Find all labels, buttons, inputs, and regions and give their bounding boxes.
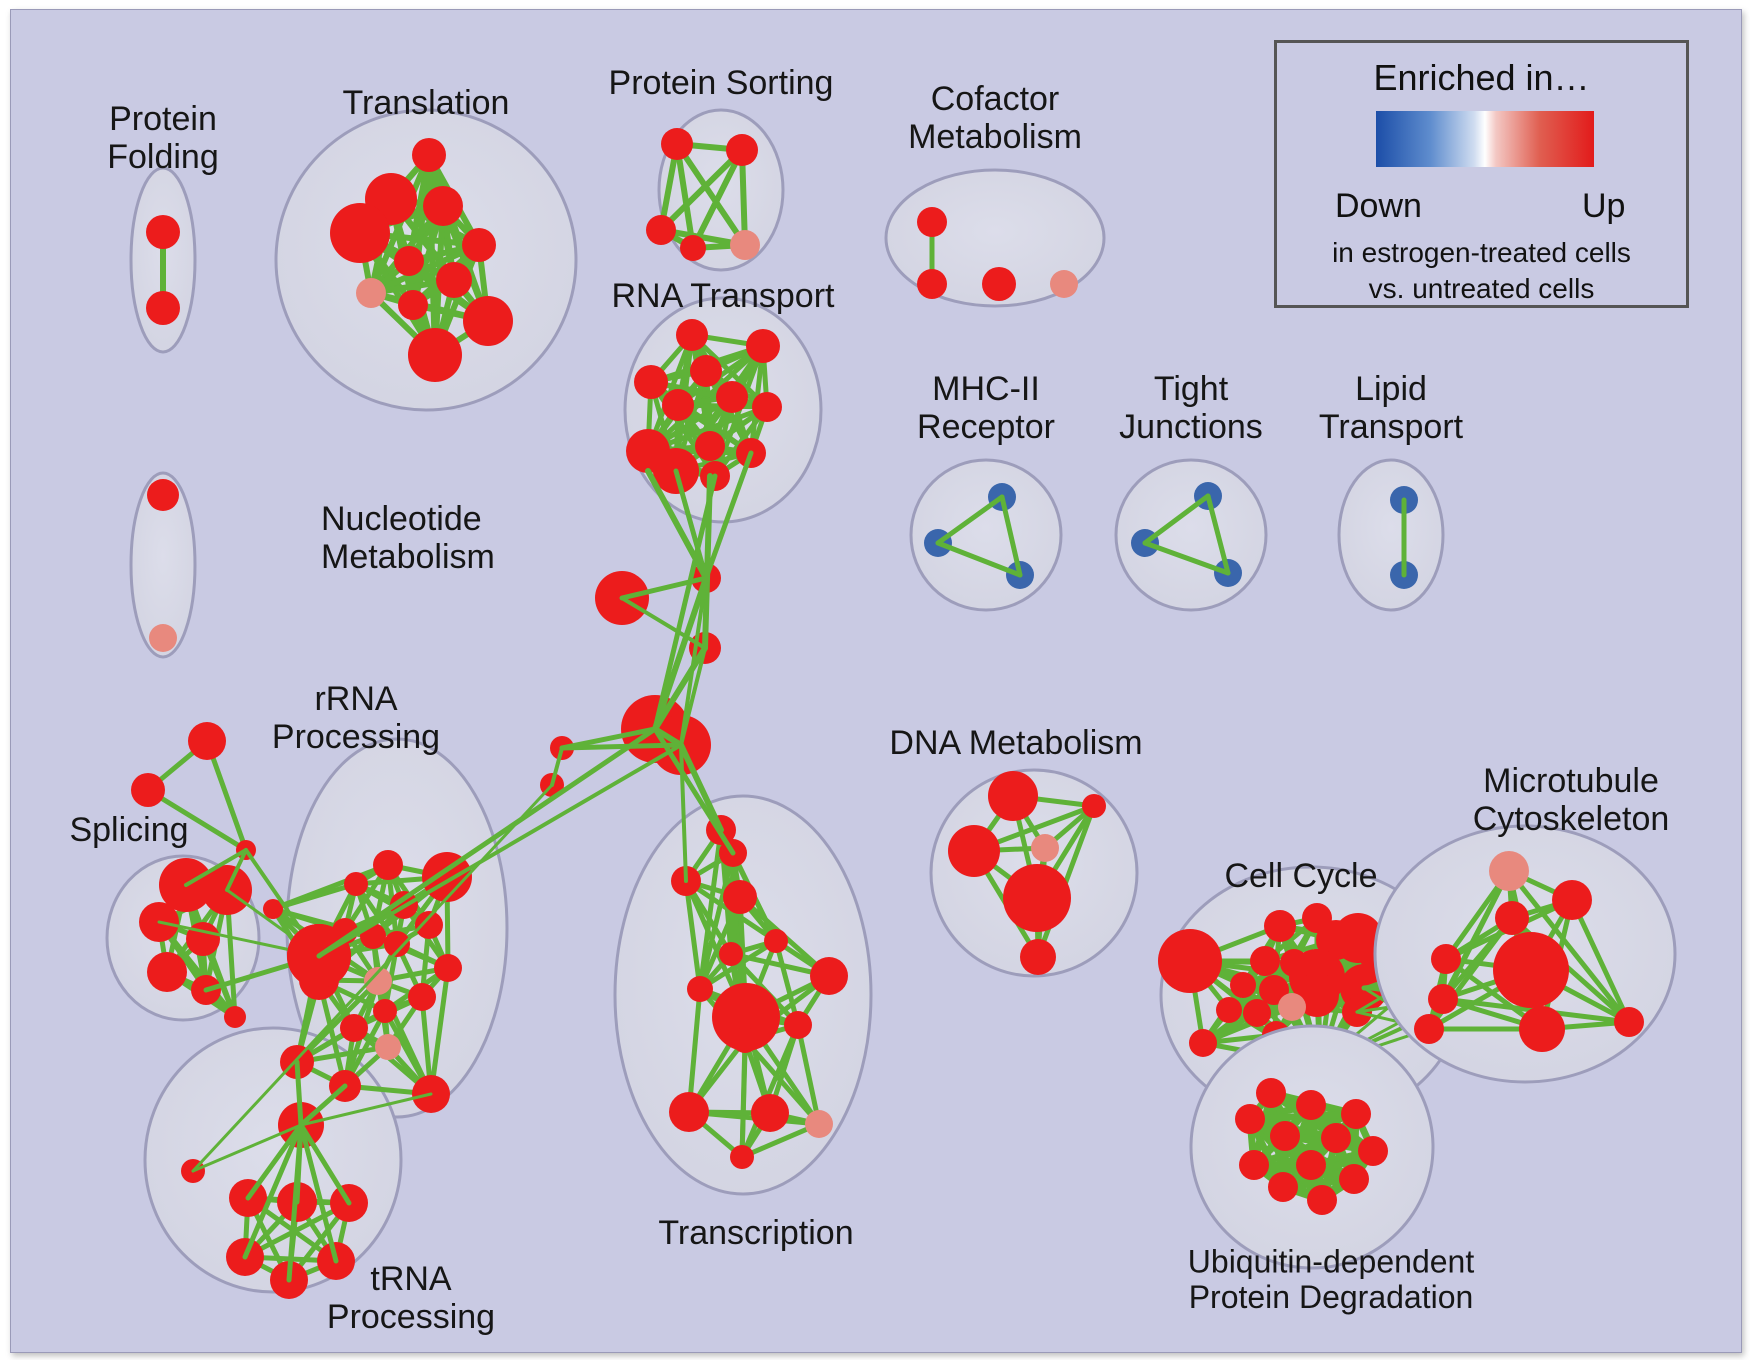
svg-text:Processing: Processing (272, 718, 440, 756)
svg-text:Metabolism: Metabolism (321, 538, 495, 576)
svg-text:DNA Metabolism: DNA Metabolism (889, 724, 1142, 762)
svg-text:Nucleotide: Nucleotide (321, 500, 482, 538)
svg-text:Microtubule: Microtubule (1483, 762, 1659, 800)
svg-text:Receptor: Receptor (917, 408, 1055, 446)
svg-text:Ubiquitin-dependent: Ubiquitin-dependent (1188, 1243, 1475, 1279)
svg-text:Protein Degradation: Protein Degradation (1189, 1279, 1474, 1315)
svg-text:Transport: Transport (1319, 408, 1464, 446)
svg-text:tRNA: tRNA (370, 1260, 452, 1298)
svg-text:Processing: Processing (327, 1298, 495, 1336)
svg-text:Splicing: Splicing (69, 811, 188, 849)
svg-text:Protein: Protein (109, 100, 217, 138)
svg-text:Cofactor: Cofactor (931, 80, 1060, 118)
svg-text:Folding: Folding (107, 138, 219, 176)
svg-text:Translation: Translation (343, 84, 510, 122)
svg-text:RNA Transport: RNA Transport (612, 277, 836, 315)
svg-text:Metabolism: Metabolism (908, 118, 1082, 156)
svg-text:Cytoskeleton: Cytoskeleton (1473, 800, 1670, 838)
svg-text:Tight: Tight (1154, 370, 1229, 408)
svg-text:Junctions: Junctions (1119, 408, 1263, 446)
svg-text:Cell Cycle: Cell Cycle (1224, 857, 1377, 895)
svg-text:MHC-II: MHC-II (932, 370, 1040, 408)
svg-text:Transcription: Transcription (658, 1214, 853, 1252)
svg-text:Protein Sorting: Protein Sorting (609, 64, 834, 102)
svg-text:rRNA: rRNA (314, 680, 397, 718)
svg-text:Lipid: Lipid (1355, 370, 1427, 408)
